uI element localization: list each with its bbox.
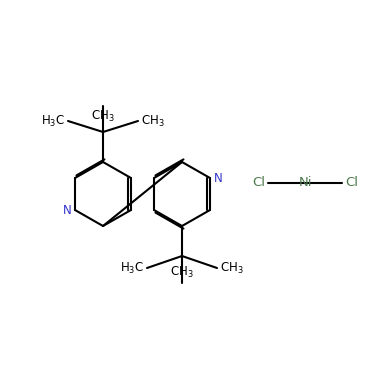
Text: H$_3$C: H$_3$C [120,261,144,276]
Text: Cl: Cl [252,177,265,189]
Text: N: N [214,171,222,185]
Text: H$_3$C: H$_3$C [41,113,65,128]
Text: CH$_3$: CH$_3$ [220,261,244,276]
Text: CH$_3$: CH$_3$ [170,265,194,280]
Text: CH$_3$: CH$_3$ [141,113,165,128]
Text: Ni: Ni [298,177,312,189]
Text: CH$_3$: CH$_3$ [91,109,115,124]
Text: N: N [63,203,71,217]
Text: Cl: Cl [345,177,358,189]
